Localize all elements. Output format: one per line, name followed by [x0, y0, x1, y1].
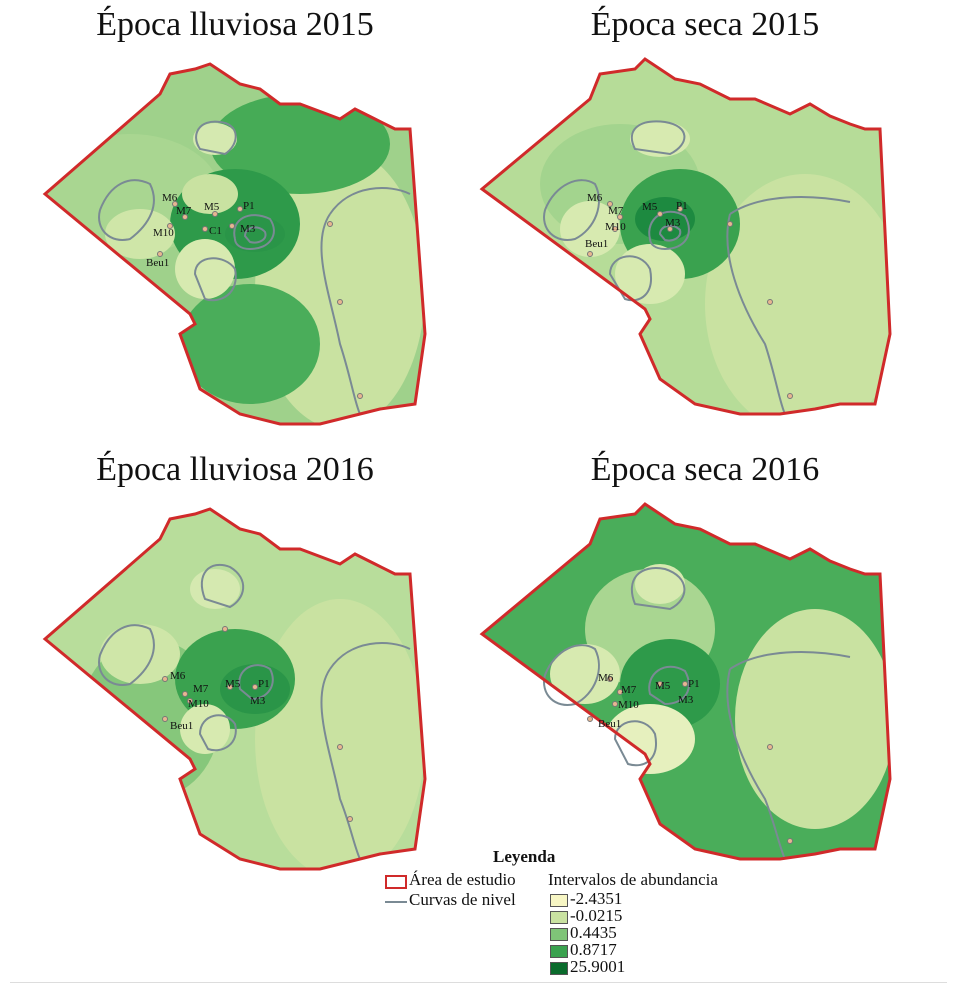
site-label-m6: M6 [162, 192, 178, 204]
site-labels: M6 M7 M5 P1 M10 C1 M3 Beu1 [146, 192, 256, 269]
contour-swatch [385, 901, 407, 903]
contour-label: Curvas de nivel [409, 890, 516, 909]
interval-swatch-1 [550, 894, 568, 907]
site-label-m5: M5 [642, 201, 658, 213]
site-label-m3: M3 [240, 223, 256, 235]
study-area-label: Área de estudio [409, 870, 516, 889]
map-panel-seca-2015: Época seca 2015 [470, 0, 940, 470]
site-label-beu1: Beu1 [146, 257, 169, 269]
contour-lines [543, 567, 851, 860]
map-panel-lluviosa-2015: Época lluviosa 2015 [0, 0, 470, 470]
abundance-map: M6 M7 M5 P1 M10 M3 Beu1 [479, 502, 892, 861]
interval-swatch-2 [550, 911, 568, 924]
interval-swatch-4 [550, 945, 568, 958]
panel-title: Época seca 2016 [590, 451, 820, 488]
interval-swatch-3 [550, 928, 568, 941]
site-labels: M6 M7 M5 P1 M10 M3 Beu1 [585, 192, 688, 250]
interval-label-3: 0.4435 [570, 923, 617, 942]
site-label-m7: M7 [608, 205, 624, 217]
site-label-beu1: Beu1 [585, 238, 608, 250]
interval-label-1: -2.4351 [570, 889, 623, 908]
study-area-boundary [42, 62, 427, 426]
site-label-m6: M6 [170, 670, 186, 682]
legend-title: Leyenda [493, 847, 556, 866]
interval-label-4: 0.8717 [570, 940, 617, 959]
contour-lines [98, 563, 411, 860]
contour-lines [98, 120, 411, 415]
intervals-title: Intervalos de abundancia [548, 870, 718, 889]
site-label-m7: M7 [193, 683, 209, 695]
site-label-m7: M7 [621, 684, 637, 696]
site-label-c1: C1 [209, 225, 222, 237]
sample-points [587, 201, 793, 399]
panel-title: Época lluviosa 2015 [96, 6, 374, 43]
site-labels: M6 M7 M5 P1 M10 M3 Beu1 [598, 672, 700, 730]
site-label-m3: M3 [250, 695, 266, 707]
site-label-m5: M5 [655, 680, 671, 692]
site-label-beu1: Beu1 [598, 718, 621, 730]
site-label-m10: M10 [605, 221, 626, 233]
site-label-m3: M3 [665, 217, 681, 229]
map-panel-seca-2016: Época seca 2016 M6 [470, 445, 940, 915]
interval-label-5: 25.9001 [570, 957, 626, 976]
site-label-m3: M3 [678, 694, 694, 706]
site-label-m5: M5 [204, 201, 220, 213]
panel-title: Época lluviosa 2016 [96, 451, 374, 488]
site-label-m6: M6 [598, 672, 614, 684]
map-legend: Leyenda Área de estudio Curvas de nivel … [380, 845, 718, 976]
site-label-m10: M10 [153, 227, 174, 239]
site-label-p1: P1 [243, 200, 255, 212]
site-label-p1: P1 [258, 678, 270, 690]
map-panel-lluviosa-2016: Época lluviosa 2016 [0, 445, 470, 915]
abundance-map: M6 M7 M5 P1 M10 M3 Beu1 [42, 507, 427, 871]
study-area-boundary [479, 502, 892, 861]
abundance-map: M6 M7 M5 P1 M10 C1 M3 Beu1 [42, 62, 427, 426]
site-label-m10: M10 [188, 698, 209, 710]
sample-points [587, 676, 793, 844]
study-area-boundary [42, 507, 427, 871]
interval-label-2: -0.0215 [570, 906, 623, 925]
site-label-m5: M5 [225, 678, 241, 690]
study-area-boundary [479, 57, 892, 416]
site-label-m6: M6 [587, 192, 603, 204]
site-label-p1: P1 [688, 678, 700, 690]
bottom-divider [10, 982, 947, 983]
site-label-p1: P1 [676, 200, 688, 212]
interval-swatch-5 [550, 962, 568, 975]
site-labels: M6 M7 M5 P1 M10 M3 Beu1 [170, 670, 270, 732]
site-label-m10: M10 [618, 699, 639, 711]
site-label-m7: M7 [176, 205, 192, 217]
sample-points [162, 626, 353, 822]
site-label-beu1: Beu1 [170, 720, 193, 732]
study-area-swatch [385, 875, 407, 889]
sample-points [157, 201, 363, 399]
panel-title: Época seca 2015 [590, 6, 820, 43]
abundance-map: M6 M7 M5 P1 M10 M3 Beu1 [479, 57, 892, 416]
